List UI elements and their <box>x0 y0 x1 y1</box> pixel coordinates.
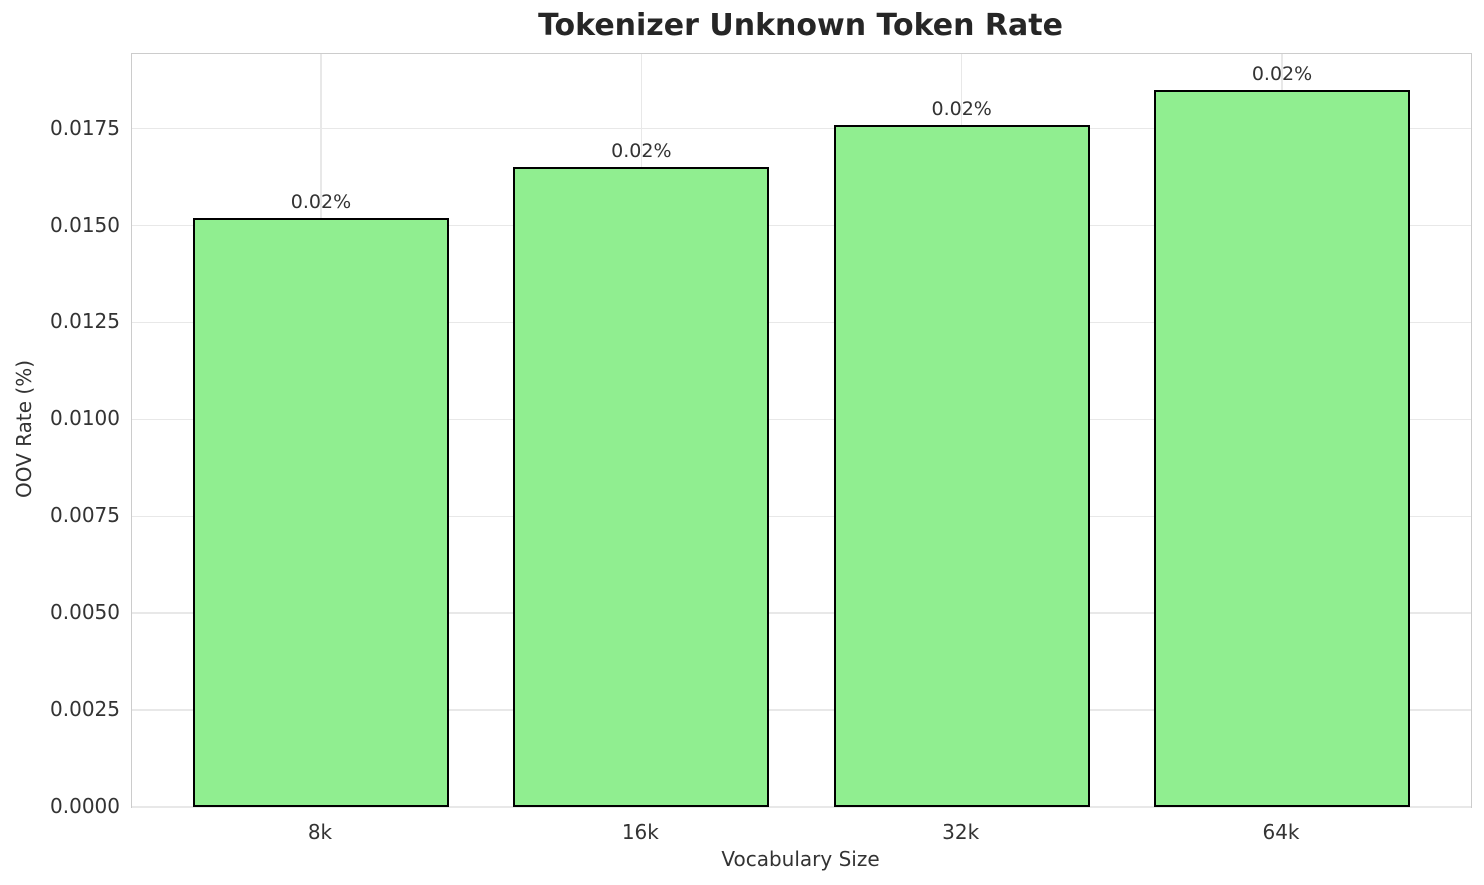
bar-value-label: 0.02% <box>931 97 992 120</box>
bar-16k <box>513 167 770 807</box>
h-gridline <box>132 127 1471 130</box>
y-tick-label: 0.0125 <box>50 309 120 334</box>
x-tick-label-16k: 16k <box>621 820 659 844</box>
x-tick-label-64k: 64k <box>1262 820 1300 844</box>
y-tick-label: 0.0000 <box>50 794 120 818</box>
y-tick-label: 0.0175 <box>50 115 120 140</box>
h-gridline <box>132 321 1471 324</box>
h-gridline <box>132 612 1471 614</box>
y-tick-label: 0.0025 <box>50 697 120 722</box>
x-axis-label: Vocabulary Size <box>721 847 880 871</box>
bar-value-label: 0.02% <box>611 140 672 163</box>
h-gridline <box>132 224 1471 227</box>
y-tick-label: 0.0050 <box>50 600 120 625</box>
x-tick-label-32k: 32k <box>942 820 980 844</box>
h-gridline <box>132 418 1471 421</box>
bar-value-label: 0.02% <box>1251 62 1313 85</box>
plot-area: 0.02% 0.02% 0.02% 0.02% <box>131 53 1472 808</box>
bar-value-label: 0.02% <box>290 190 352 213</box>
y-tick-label: 0.0075 <box>50 503 120 528</box>
h-gridline <box>132 806 1471 808</box>
h-gridline <box>132 515 1471 518</box>
h-gridline <box>132 709 1471 711</box>
bar-8k <box>192 217 450 807</box>
y-tick-label: 0.0150 <box>50 212 120 237</box>
chart-title: Tokenizer Unknown Token Rate <box>538 8 1063 43</box>
bar-32k <box>833 124 1090 807</box>
bar-64k <box>1153 89 1411 807</box>
x-tick-label-8k: 8k <box>307 820 333 844</box>
y-tick-label: 0.0100 <box>50 406 120 431</box>
